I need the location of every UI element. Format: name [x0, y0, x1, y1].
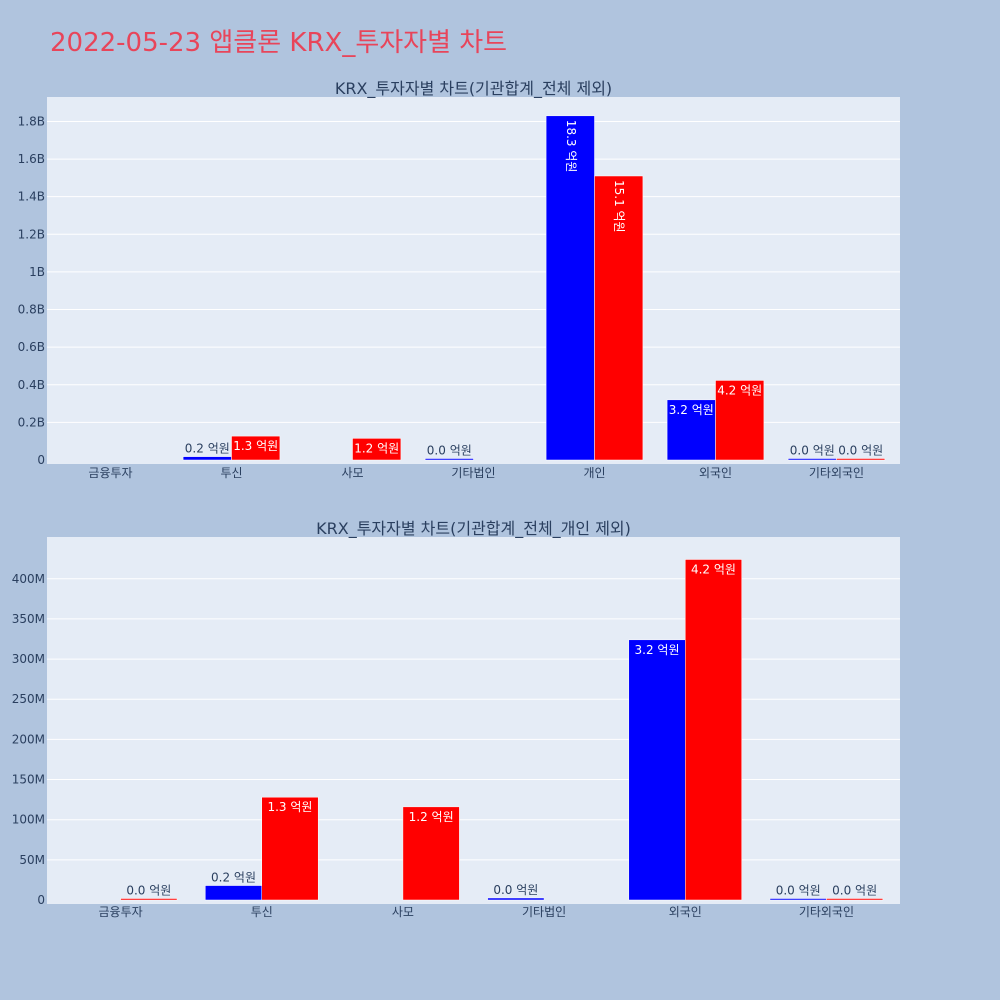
- y-tick-label: 1.4B: [18, 190, 45, 204]
- x-tick-label: 기타외국인: [799, 905, 854, 919]
- y-tick-label: 50M: [19, 853, 45, 867]
- data-label: 1.3 억원: [267, 800, 312, 814]
- bar: [594, 175, 644, 461]
- x-tick-label: 금융투자: [98, 905, 142, 919]
- y-tick-label: 0: [37, 893, 45, 907]
- y-tick-label: 400M: [12, 572, 45, 586]
- bar: [826, 898, 884, 901]
- y-tick-label: 0.8B: [18, 303, 45, 317]
- bar: [205, 885, 263, 901]
- data-label: 15.1 억원: [612, 180, 626, 233]
- bar: [402, 806, 460, 901]
- y-tick-label: 300M: [12, 652, 45, 666]
- bar: [231, 435, 281, 461]
- y-tick-label: 1.2B: [18, 227, 45, 241]
- plot-background: [47, 97, 900, 464]
- y-tick-label: 0.6B: [18, 340, 45, 354]
- page-title: 2022-05-23 앱클론 KRX_투자자별 차트: [50, 28, 508, 58]
- bar: [545, 115, 595, 461]
- y-tick-label: 250M: [12, 692, 45, 706]
- bar: [424, 458, 474, 461]
- plot-background: [47, 537, 900, 904]
- bar: [182, 456, 232, 461]
- data-label: 0.2 억원: [211, 871, 256, 885]
- x-tick-label: 기타외국인: [809, 466, 864, 480]
- x-tick-label: 사모: [341, 466, 363, 480]
- data-label: 0.2 억원: [185, 442, 230, 456]
- chart-title: KRX_투자자별 차트(기관합계_전체_개인 제외): [316, 519, 631, 539]
- data-label: 1.3 억원: [233, 439, 278, 453]
- data-label: 0.0 억원: [126, 884, 171, 898]
- data-label: 0.0 억원: [838, 444, 883, 458]
- y-tick-label: 200M: [12, 732, 45, 746]
- bar: [120, 898, 178, 901]
- chart-1: KRX_투자자별 차트(기관합계_전체 제외) 0 0.2B 0.4B 0.6B 0.8B…: [18, 79, 900, 480]
- bar: [666, 399, 716, 461]
- chart-2: KRX_투자자별 차트(기관합계_전체_개인 제외) 0 50M 100M 150M 20…: [12, 519, 900, 919]
- bar: [352, 438, 402, 461]
- data-label: 0.0 억원: [790, 444, 835, 458]
- data-label: 3.2 억원: [669, 403, 714, 417]
- x-tick-label: 투신: [251, 905, 273, 919]
- y-tick-label: 1.6B: [18, 152, 45, 166]
- data-label: 0.0 억원: [427, 444, 472, 458]
- data-label: 1.2 억원: [354, 441, 399, 455]
- bar: [769, 898, 827, 901]
- y-tick-label: 1.8B: [18, 114, 45, 128]
- x-tick-label: 금융투자: [88, 466, 132, 480]
- data-label: 0.0 억원: [776, 884, 821, 898]
- bar: [715, 380, 765, 461]
- x-tick-label: 기타법인: [522, 905, 566, 919]
- x-tick-label: 기타법인: [451, 466, 495, 480]
- x-tick-label: 개인: [583, 466, 605, 480]
- y-tick-label: 150M: [12, 773, 45, 787]
- data-label: 4.2 억원: [691, 562, 736, 576]
- x-tick-label: 사모: [392, 905, 414, 919]
- bar: [836, 458, 886, 461]
- y-tick-label: 1B: [29, 265, 45, 279]
- x-tick-label: 외국인: [699, 466, 732, 480]
- data-label: 4.2 억원: [717, 383, 762, 397]
- bar: [628, 639, 686, 901]
- y-tick-label: 350M: [12, 612, 45, 626]
- x-tick-label: 외국인: [669, 905, 702, 919]
- y-tick-label: 100M: [12, 813, 45, 827]
- y-tick-label: 0.2B: [18, 415, 45, 429]
- data-label: 18.3 억원: [564, 120, 578, 173]
- bar: [261, 796, 319, 901]
- data-label: 3.2 억원: [635, 643, 680, 657]
- data-label: 0.0 억원: [832, 884, 877, 898]
- data-label: 1.2 억원: [409, 810, 454, 824]
- bar: [685, 559, 742, 901]
- y-tick-label: 0: [37, 453, 45, 467]
- y-tick-label: 0.4B: [18, 378, 45, 392]
- bar: [787, 458, 837, 461]
- data-label: 0.0 억원: [493, 883, 538, 897]
- chart-title: KRX_투자자별 차트(기관합계_전체 제외): [335, 79, 612, 99]
- x-tick-label: 투신: [220, 466, 242, 480]
- bar: [487, 897, 545, 901]
